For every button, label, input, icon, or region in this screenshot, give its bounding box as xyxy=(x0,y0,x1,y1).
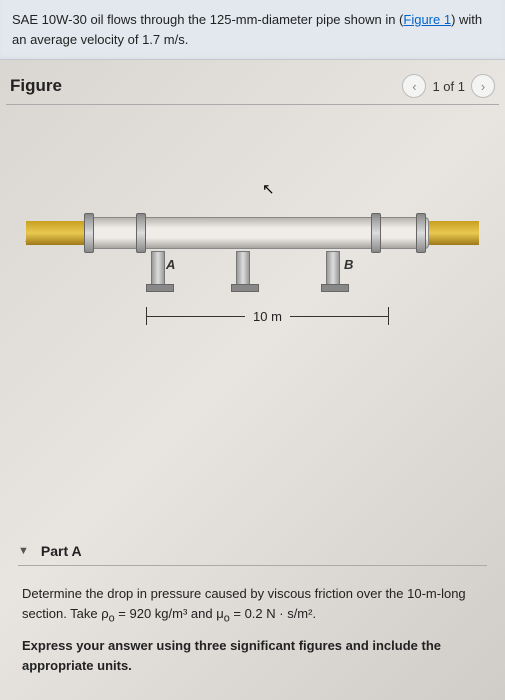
part-header[interactable]: ▼ Part A xyxy=(18,543,487,566)
pager-prev-button[interactable]: ‹ xyxy=(402,74,426,98)
part-body: Determine the drop in pressure caused by… xyxy=(18,584,487,676)
flange xyxy=(84,213,94,253)
dim-tick-icon xyxy=(146,307,147,325)
part-title: Part A xyxy=(41,543,82,559)
pipe xyxy=(76,213,459,253)
dimension-label: 10 m xyxy=(245,309,290,324)
figure-diagram: → A B 10 m xyxy=(26,133,479,373)
point-b-label: B xyxy=(344,257,353,272)
figure-pager: ‹ 1 of 1 › xyxy=(402,74,495,98)
pipe-support xyxy=(236,251,250,287)
pager-text: 1 of 1 xyxy=(432,79,465,94)
dim-tick-icon xyxy=(388,307,389,325)
pipe-support xyxy=(151,251,165,287)
content-area: Figure ‹ 1 of 1 › ↖ → A B 10 m xyxy=(0,60,505,373)
problem-statement: SAE 10W-30 oil flows through the 125-mm-… xyxy=(0,0,505,60)
figure-header: Figure ‹ 1 of 1 › xyxy=(6,74,499,105)
instruction-text: Express your answer using three signific… xyxy=(22,636,487,676)
flange xyxy=(416,213,426,253)
pager-next-button[interactable]: › xyxy=(471,74,495,98)
flange xyxy=(136,213,146,253)
flange xyxy=(371,213,381,253)
part-a-section: ▼ Part A Determine the drop in pressure … xyxy=(0,543,505,700)
dimension-line: 10 m xyxy=(146,309,389,323)
point-a-label: A xyxy=(166,257,175,272)
problem-text-before: SAE 10W-30 oil flows through the 125-mm-… xyxy=(12,12,403,27)
pipe-inlet xyxy=(26,221,86,245)
pipe-support xyxy=(326,251,340,287)
caret-down-icon: ▼ xyxy=(18,545,29,557)
figure-title: Figure xyxy=(10,76,62,96)
figure-link[interactable]: Figure 1 xyxy=(403,12,451,27)
question-text: Determine the drop in pressure caused by… xyxy=(22,584,487,628)
pipe-outlet xyxy=(429,221,479,245)
